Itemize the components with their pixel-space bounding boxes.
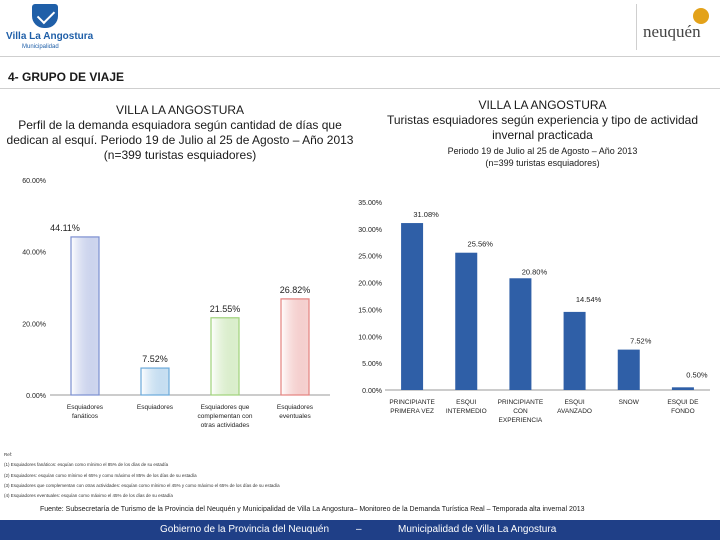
right-chart-subtitle-line-2: (n=399 turistas esquiadores) (485, 158, 600, 168)
right-chart-title-line-3: invernal practicada (492, 128, 593, 142)
left-value-label: 26.82% (280, 285, 311, 295)
right-ytick-label: 25.00% (358, 254, 382, 261)
right-ytick-label: 20.00% (358, 281, 382, 288)
left-category-label: Esquiadores que (201, 404, 250, 411)
left-bar (280, 298, 310, 396)
right-category-label: AVANZADO (557, 408, 592, 415)
right-chart: 0.00% 5.00% 10.00% 15.00% 20.00% 25.00% 30.00%… (358, 200, 710, 424)
right-ytick-label: 10.00% (358, 334, 382, 341)
left-ytick-label: 0.00% (26, 393, 46, 400)
left-chart-title-line-1: VILLA LA ANGOSTURA (115, 103, 245, 117)
right-value-label: 31.08% (413, 210, 439, 219)
right-category-label: PRINCIPIANTE (389, 399, 435, 406)
right-ytick-label: 30.00% (358, 227, 382, 234)
notes-ref: Ref: (4, 452, 13, 457)
right-category-label: SNOW (619, 399, 640, 406)
right-chart-title-line-1: VILLA LA ANGOSTURA (478, 98, 607, 112)
right-value-label: 20.80% (522, 267, 548, 276)
left-category-label: fanáticos (72, 413, 99, 420)
left-category-label: eventuales (279, 413, 311, 420)
right-bar (455, 252, 478, 390)
right-bar (617, 349, 640, 390)
right-value-label: 14.54% (576, 295, 602, 304)
note-1: (1) Esquiadores fanáticos: esquían como … (4, 462, 169, 467)
left-value-label: 7.52% (142, 354, 168, 364)
right-category-label: CON (513, 408, 528, 415)
right-category-label: PRIMERA VEZ (390, 408, 434, 415)
left-bar (210, 317, 240, 396)
section-title: 4- GRUPO DE VIAJE (8, 70, 125, 84)
left-chart-title-line-2: Perfil de la demanda esquiadora según ca… (18, 118, 342, 132)
left-chart: 0.00% 20.00% 40.00% 60.00% 44.11% Esquiadores… (22, 178, 330, 429)
left-chart-title-line-3: dedican al esquí. Periodo 19 de Julio al… (6, 133, 354, 147)
right-value-label: 0.50% (686, 370, 708, 379)
left-ytick-label: 60.00% (22, 178, 46, 185)
left-value-label: 44.11% (50, 223, 80, 233)
left-category-label: otras actividades (201, 422, 251, 429)
note-4: (4) Esquiadores eventuales: esquían como… (4, 493, 173, 498)
left-chart-title: VILLA LA ANGOSTURA Perfil de la demanda … (0, 103, 360, 163)
note-3: (3) Esquiadores que complementan con otr… (4, 483, 280, 488)
sun-icon (693, 8, 709, 24)
right-category-label: PRINCIPIANTE (498, 399, 544, 406)
source-note: Fuente: Subsecretaría de Turismo de la P… (40, 506, 585, 513)
left-bar (140, 367, 170, 396)
crest-icon (32, 4, 58, 28)
right-chart-subtitle-line-1: Periodo 19 de Julio al 25 de Agosto – Añ… (447, 146, 638, 156)
right-category-label: EXPERIENCIA (499, 417, 543, 424)
right-ytick-label: 35.00% (358, 200, 382, 207)
right-value-label: 25.56% (468, 240, 494, 249)
villa-la-angostura-logo: Villa La Angostura Municipalidad (6, 4, 93, 52)
left-category-label: Esquiadores (137, 404, 174, 411)
right-category-label: FONDO (671, 408, 694, 415)
right-ytick-label: 5.00% (362, 361, 382, 368)
left-chart-title-line-4: (n=399 turistas esquiadores) (103, 148, 257, 162)
right-bar (671, 387, 694, 390)
header-divider (0, 56, 720, 57)
left-value-label: 21.55% (210, 304, 241, 314)
footer-bar: Gobierno de la Provincia del Neuquén – M… (0, 520, 720, 540)
left-logo-name: Villa La Angostura (6, 31, 94, 42)
right-bar (401, 223, 424, 390)
left-category-label: Esquiadores (277, 404, 314, 411)
left-logo-sub: Municipalidad (22, 44, 59, 50)
footer-separator: – (356, 524, 362, 535)
footer-left: Gobierno de la Provincia del Neuquén (160, 524, 329, 535)
right-category-label: ESQUI (456, 399, 476, 406)
right-bar (563, 311, 586, 390)
right-chart-title-line-2: Turistas esquiadores según experiencia y… (386, 113, 699, 127)
left-category-label: Esquiadores (67, 404, 104, 411)
footer-right: Municipalidad de Villa La Angostura (398, 524, 557, 535)
left-bar (70, 236, 100, 396)
right-logo-name: neuquén (643, 22, 701, 41)
note-2: (2) Esquiadores: esquían como mínimo el … (4, 473, 197, 478)
right-category-label: INTERMEDIO (446, 408, 487, 415)
left-category-label: complementan con (198, 413, 253, 420)
left-ytick-label: 40.00% (22, 250, 46, 257)
right-ytick-label: 15.00% (358, 307, 382, 314)
right-ytick-label: 0.00% (362, 388, 382, 395)
left-ytick-label: 20.00% (22, 321, 46, 328)
right-value-label: 7.52% (630, 337, 652, 346)
right-category-label: ESQUI DE (667, 399, 699, 406)
neuquen-logo: neuquén (636, 4, 717, 50)
right-category-label: ESQUI (564, 399, 584, 406)
section-divider (0, 88, 720, 89)
right-chart-title: VILLA LA ANGOSTURA Turistas esquiadores … (365, 98, 720, 169)
right-bar (509, 278, 532, 390)
